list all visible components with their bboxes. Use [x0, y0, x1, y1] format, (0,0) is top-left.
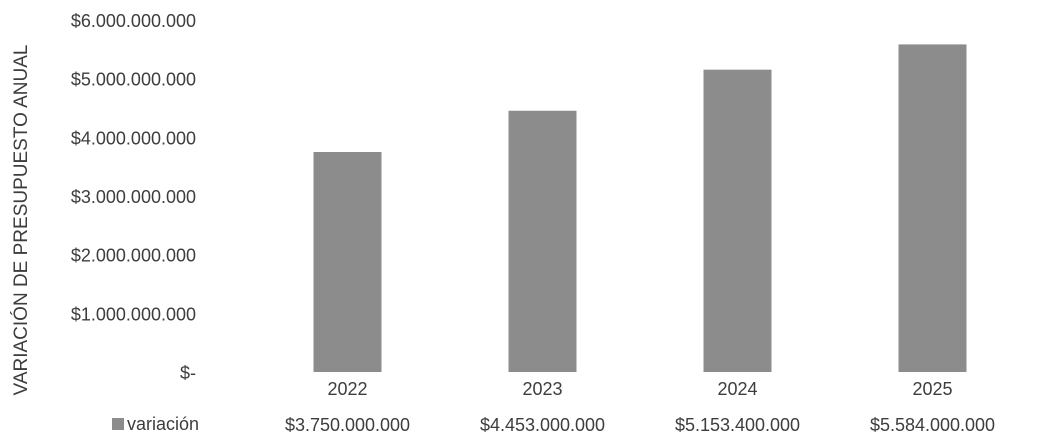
y-tick-label: $4.000.000.000 [71, 128, 196, 148]
y-tick-label: $- [180, 363, 196, 383]
bar-2025 [898, 44, 967, 372]
y-axis-title: VARIACIÓN DE PRESUPUESTO ANUAL [10, 45, 32, 396]
data-table-value: $3.750.000.000 [285, 415, 410, 435]
y-tick-label: $1.000.000.000 [71, 304, 196, 324]
y-tick-label: $3.000.000.000 [71, 187, 196, 207]
data-table-value: $4.453.000.000 [480, 415, 605, 435]
bar-2023 [508, 110, 577, 373]
x-tick-label: 2022 [327, 379, 367, 399]
data-table-value: $5.153.400.000 [675, 415, 800, 435]
y-tick-label: $6.000.000.000 [71, 11, 196, 31]
y-tick-label: $2.000.000.000 [71, 246, 196, 266]
legend-swatch [112, 418, 124, 430]
bar-2022 [313, 152, 382, 372]
x-tick-label: 2024 [717, 379, 757, 399]
data-table-value: $5.584.000.000 [870, 415, 995, 435]
x-tick-label: 2025 [912, 379, 952, 399]
legend-label: variación [127, 414, 199, 434]
y-tick-label: $5.000.000.000 [71, 70, 196, 90]
x-tick-label: 2023 [522, 379, 562, 399]
bar-2024 [703, 69, 772, 372]
